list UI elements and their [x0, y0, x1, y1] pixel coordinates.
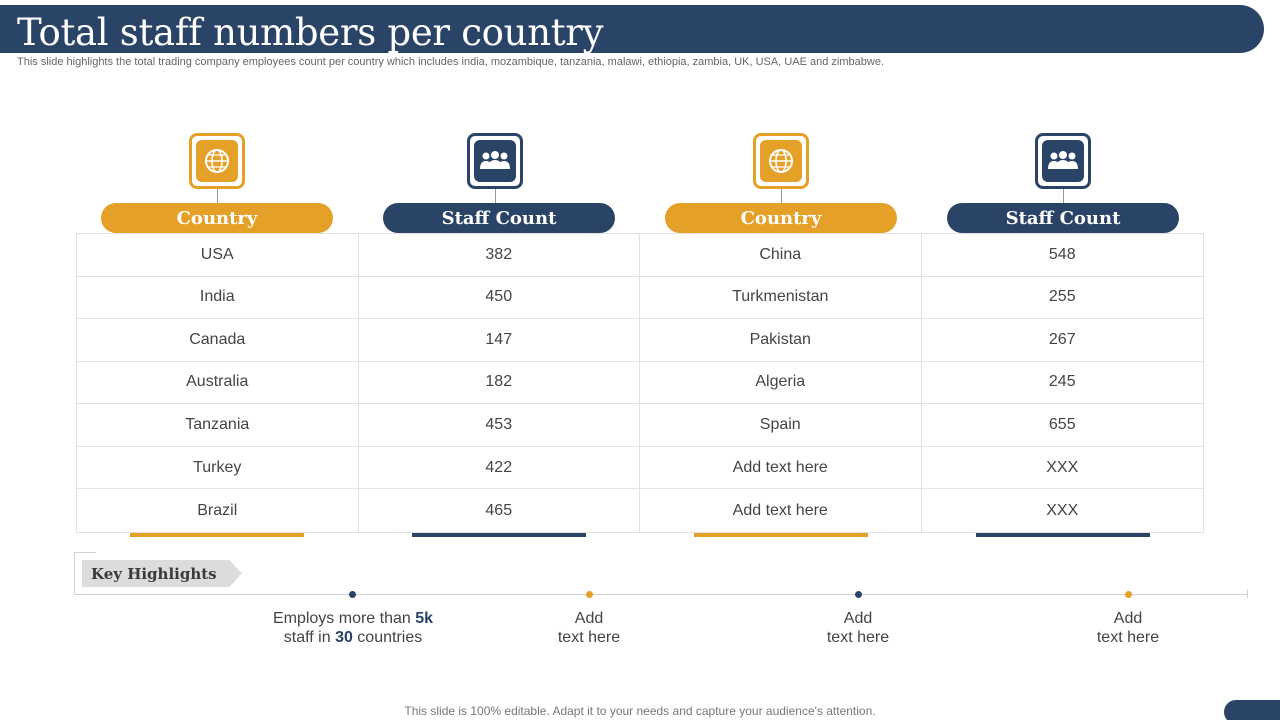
globe-icon: [753, 133, 809, 189]
table-cell: Canada: [77, 319, 359, 362]
highlight-marker: [1125, 591, 1132, 598]
table-cell: 422: [358, 446, 640, 490]
highlight-text: Employs more than: [272, 610, 416, 627]
table-cell: 548: [921, 234, 1203, 277]
highlight-text: Add: [1113, 610, 1143, 627]
highlight-marker: [349, 591, 356, 598]
table-cell: Pakistan: [640, 319, 922, 362]
table-cell: Algeria: [640, 361, 922, 405]
table-cell: XXX: [921, 447, 1203, 490]
page-title: Total staff numbers per country: [17, 11, 604, 54]
key-highlights-label: Key Highlights: [82, 560, 242, 587]
table-cell: Turkmenistan: [640, 276, 922, 320]
team-icon: [467, 133, 523, 189]
page-subtitle: This slide highlights the total trading …: [17, 56, 885, 68]
highlight-text: countries: [352, 629, 423, 646]
highlight-text: staff in: [283, 629, 336, 646]
globe-icon: [189, 133, 245, 189]
column-header-country: Country: [101, 203, 333, 233]
column-header-staff-count: Staff Count: [383, 203, 615, 233]
highlight-item: Employs more than 5k staff in 30 countri…: [243, 609, 463, 647]
highlight-marker: [855, 591, 862, 598]
table-cell: 255: [921, 277, 1203, 320]
table-cell: 655: [921, 404, 1203, 447]
column-header-staff-count: Staff Count: [947, 203, 1179, 233]
corner-decoration: [1224, 700, 1280, 720]
highlights-bracket: [74, 552, 96, 595]
highlight-item: Add text here: [748, 609, 968, 647]
highlight-text: text here: [826, 629, 890, 646]
highlight-number: 5k: [415, 610, 434, 627]
table-cell: 245: [921, 362, 1203, 405]
table-cell: Add text here: [640, 489, 922, 532]
column-underline: [412, 533, 586, 537]
highlights-line-end: [1247, 590, 1248, 598]
table-cell: China: [640, 234, 922, 277]
team-icon: [1035, 133, 1091, 189]
table-cell: 453: [358, 404, 640, 447]
column-underline: [694, 533, 868, 537]
table-cell: Turkey: [77, 446, 359, 490]
column-underline: [130, 533, 304, 537]
table-cell: USA: [77, 234, 359, 277]
table-cell: 147: [358, 319, 640, 362]
table-cell: Tanzania: [77, 404, 359, 447]
footer-note: This slide is 100% editable. Adapt it to…: [404, 704, 876, 718]
table-cell: Brazil: [77, 489, 359, 532]
connector-line: [217, 189, 218, 203]
table-cell: Spain: [640, 404, 922, 447]
table-cell: 382: [358, 234, 640, 277]
table-cell: Add text here: [640, 446, 922, 490]
connector-line: [1063, 189, 1064, 203]
connector-line: [495, 189, 496, 203]
table-cell: XXX: [1046, 501, 1079, 519]
table-cell: India: [77, 276, 359, 320]
highlight-text: Add: [843, 610, 873, 627]
connector-line: [781, 189, 782, 203]
table-cell: 182: [358, 361, 640, 405]
table-cell: 267: [921, 319, 1203, 362]
highlight-item: Add text here: [479, 609, 699, 647]
highlight-number: 30: [335, 629, 353, 646]
table-cell: Australia: [77, 361, 359, 405]
column-underline: [976, 533, 1150, 537]
staff-table: USA 382 China 548 India 450 Turkmenistan…: [76, 233, 1204, 533]
highlight-text: Add: [574, 610, 604, 627]
table-cell: 465: [359, 489, 640, 532]
table-cell: 450: [358, 276, 640, 320]
highlight-text: text here: [1096, 629, 1160, 646]
highlights-line: [74, 594, 1248, 595]
highlight-text: text here: [557, 629, 621, 646]
highlight-item: Add text here: [1018, 609, 1238, 647]
column-header-country: Country: [665, 203, 897, 233]
highlight-marker: [586, 591, 593, 598]
title-bar: Total staff numbers per country: [0, 5, 1264, 54]
